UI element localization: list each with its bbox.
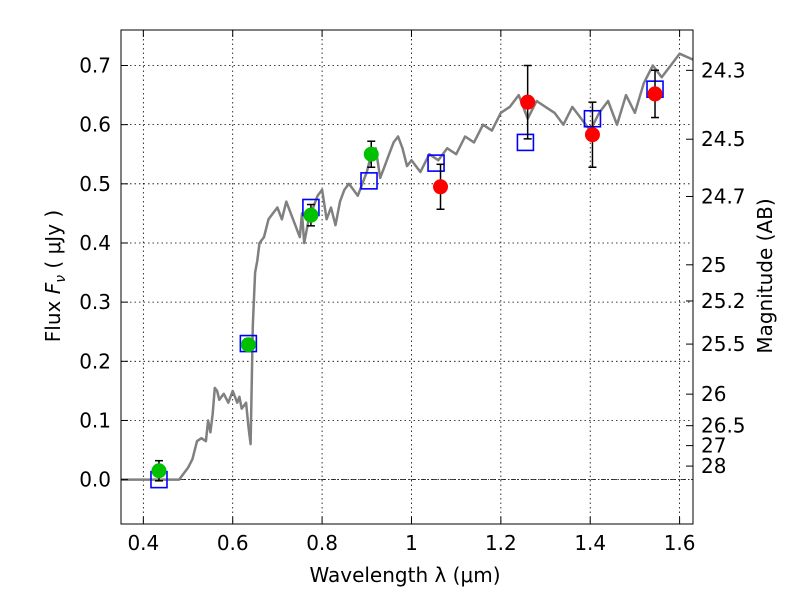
photometry-point [363, 146, 379, 162]
magnitude-tick-label: 24.5 [701, 127, 746, 151]
x-tick-label: 0.4 [127, 531, 159, 555]
x-tick-label: 0.6 [217, 531, 249, 555]
observed-photometry-series [151, 86, 663, 479]
photometry-point [240, 337, 256, 353]
x-tick-label: 1.6 [664, 531, 696, 555]
y-tick-label: 0.7 [79, 53, 111, 77]
photometry-point [647, 86, 663, 102]
magnitude-tick-label: 27 [701, 434, 726, 458]
y-tick-labels: 0.0 0.1 0.2 0.3 0.4 0.5 0.6 0.7 [79, 53, 111, 491]
photometry-point [584, 127, 600, 143]
y-tick-label: 0.4 [79, 231, 111, 255]
y-tick-label: 0.2 [79, 349, 111, 373]
y-axis-title: Flux Fν ( μJy ) [41, 210, 69, 342]
y-tick-label: 0.5 [79, 172, 111, 196]
photometry-point [433, 179, 449, 195]
model-photometry-series [150, 80, 664, 489]
error-bars [154, 64, 660, 482]
y-tick-label: 0.1 [79, 408, 111, 432]
x-tick-label: 1 [405, 531, 418, 555]
plot-frame [120, 29, 694, 525]
x-tick-label: 0.8 [306, 531, 338, 555]
magnitude-tick-label: 26 [701, 382, 726, 406]
axis-ticks [121, 30, 693, 524]
model-photometry-square [427, 154, 445, 172]
magnitude-tick-label: 24.7 [701, 184, 746, 208]
magnitude-tick-label: 26.5 [701, 414, 746, 438]
x-tick-labels: 0.4 0.6 0.8 1 1.2 1.4 1.6 [127, 531, 695, 555]
magnitude-tick-label: 25.2 [701, 289, 746, 313]
grid-lines [121, 30, 693, 524]
x-tick-label: 1.4 [574, 531, 606, 555]
y-tick-label: 0.0 [79, 468, 111, 492]
magnitude-tick-label: 28 [701, 454, 726, 478]
x-tick-label: 1.2 [485, 531, 517, 555]
magnitude-tick-label: 25.5 [701, 332, 746, 356]
magnitude-tick-label: 25 [701, 253, 726, 277]
photometry-point [151, 463, 167, 479]
x-axis-title: Wavelength λ (μm) [309, 563, 500, 587]
magnitude-axis-title: Magnitude (AB) [753, 198, 777, 353]
spectrum-line [121, 52, 694, 481]
model-spectrum-series [121, 52, 694, 481]
y-tick-label: 0.3 [79, 290, 111, 314]
model-photometry-square [516, 133, 535, 152]
model-photometry-square [360, 172, 378, 190]
y-tick-label: 0.6 [79, 113, 111, 137]
photometry-point [303, 207, 319, 223]
photometry-point [520, 94, 536, 110]
magnitude-tick-label: 24.3 [701, 58, 746, 82]
